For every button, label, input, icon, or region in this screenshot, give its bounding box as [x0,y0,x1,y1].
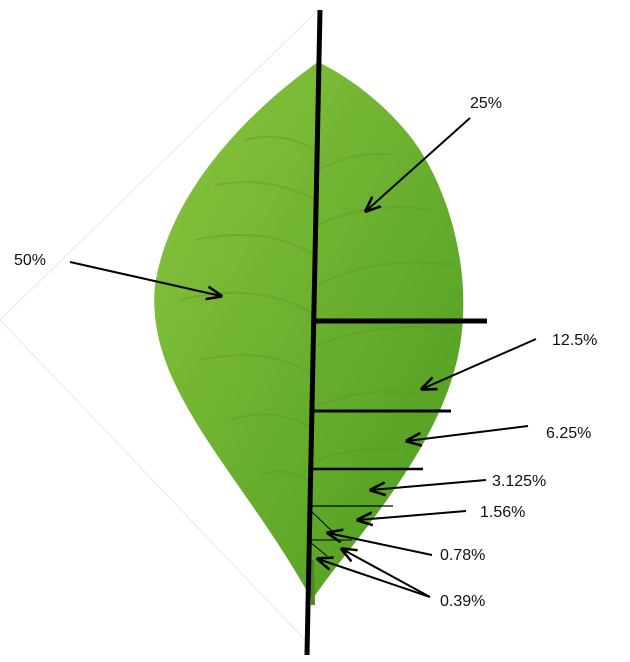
label-3-125-percent: 3.125% [492,473,546,490]
arrow-12-5-percent [422,338,537,389]
arrow-0-39-percent-a [342,549,431,598]
arrow-25-percent [366,117,471,211]
label-25-percent: 25% [470,95,502,112]
label-0-39-percent: 0.39% [440,593,485,610]
arrow-6-25-percent [407,425,529,441]
label-0-78-percent: 0.78% [440,547,485,564]
label-6-25-percent: 6.25% [546,425,591,442]
arrow-50-percent [69,261,221,296]
midrib-divider-line [304,9,323,656]
arrow-0-39-percent-b [318,559,431,598]
diagonal-tick-lower [309,541,328,557]
arrow-0-78-percent [328,533,433,556]
arrows [69,117,537,598]
leaf-veins [179,135,456,486]
label-50-percent: 50% [14,252,46,269]
arrow-3-125-percent [371,479,487,490]
label-12-5-percent: 12.5% [552,332,597,349]
leaf-stem [310,559,315,606]
arrow-1-56-percent [358,510,467,520]
backdrop-outline [0,9,319,641]
leaf-shape [154,62,464,600]
label-1-56-percent: 1.56% [480,504,525,521]
